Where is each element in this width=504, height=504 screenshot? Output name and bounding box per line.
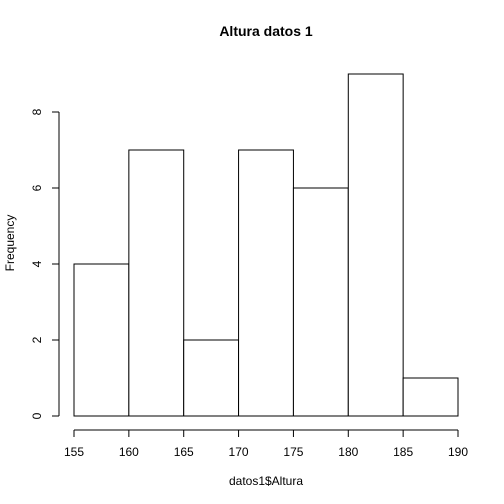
x-tick-label: 165	[174, 445, 194, 459]
histogram-bar	[129, 150, 184, 416]
x-tick-label: 170	[229, 445, 249, 459]
x-tick-label: 180	[338, 445, 358, 459]
bars-group	[74, 74, 458, 416]
histogram-bar	[239, 150, 294, 416]
x-tick-label: 175	[283, 445, 303, 459]
histogram-bar	[184, 340, 239, 416]
histogram-bar	[74, 264, 129, 416]
x-axis: 155 160 165 170 175 180 185 190	[64, 430, 468, 459]
chart-title: Altura datos 1	[219, 23, 313, 39]
x-tick-label: 160	[119, 445, 139, 459]
x-tick-label: 155	[64, 445, 84, 459]
y-tick-label: 6	[30, 184, 44, 191]
histogram-bar	[403, 378, 458, 416]
x-axis-label: datos1$Altura	[229, 474, 303, 488]
y-tick-label: 4	[30, 260, 44, 267]
y-axis-label: Frequency	[3, 215, 17, 272]
x-tick-label: 185	[393, 445, 413, 459]
y-axis: 0 2 4 6 8	[30, 108, 59, 419]
y-tick-label: 2	[30, 336, 44, 343]
y-tick-label: 0	[30, 412, 44, 419]
y-tick-label: 8	[30, 108, 44, 115]
histogram-bar	[293, 188, 348, 416]
histogram-bar	[348, 74, 403, 416]
x-tick-label: 190	[448, 445, 468, 459]
